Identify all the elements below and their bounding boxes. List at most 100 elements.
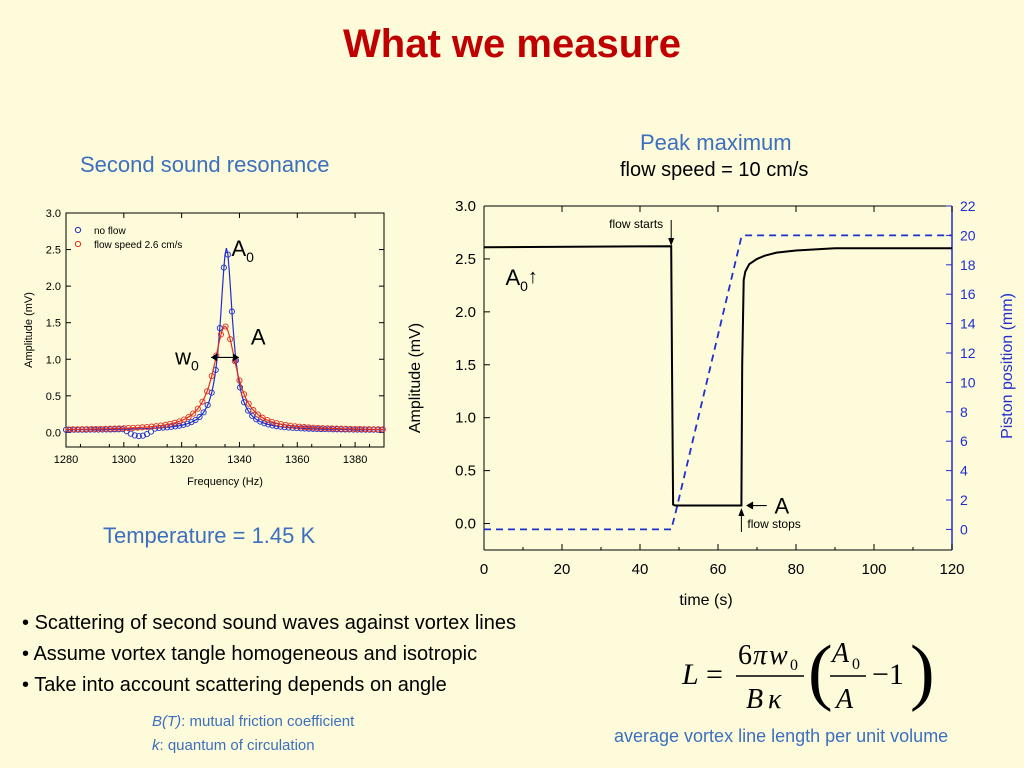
x-tick-label: 40: [632, 561, 649, 578]
flow-data-point: [74, 426, 81, 433]
flow-data-point: [324, 425, 331, 432]
y-tick-label: 2.5: [46, 245, 61, 257]
y2-tick-label: 8: [960, 404, 968, 420]
a0-label-arrow: ↑: [528, 266, 538, 288]
no-flow-data-point: [204, 402, 211, 409]
definition-quantum: k: quantum of circulation: [152, 737, 315, 754]
flow-data-point: [250, 407, 257, 414]
flow-data-point: [245, 400, 252, 407]
y2-tick-label: 16: [960, 286, 976, 302]
no-flow-data-point: [192, 416, 199, 424]
legend-label: no flow: [94, 226, 126, 237]
y-tick-label: 2.0: [46, 281, 61, 293]
no-flow-data-point: [176, 422, 183, 429]
flow-data-point: [278, 421, 285, 428]
y-tick-label: 0.5: [46, 391, 61, 403]
definitions: B(T): mutual friction coefficient k: qua…: [152, 710, 354, 758]
y2-tick-label: 10: [960, 374, 976, 390]
bullet-item: Scattering of second sound waves against…: [22, 608, 516, 639]
y-tick-label: 1.0: [46, 354, 61, 366]
flow-data-point: [347, 425, 354, 432]
y-tick-label: 2.5: [455, 251, 476, 268]
slide-title: What we measure: [343, 22, 681, 66]
y-tick-label: 2.0: [455, 304, 476, 321]
flow-data-point: [241, 391, 248, 398]
y2-tick-label: 6: [960, 433, 968, 449]
x-tick-label: 60: [710, 561, 727, 578]
x-tick-label: 1300: [112, 454, 136, 466]
no-flow-data-point: [196, 413, 203, 421]
no-flow-data-point: [249, 412, 256, 419]
flow-starts-label: flow starts: [609, 217, 663, 231]
legend-marker: [74, 240, 82, 248]
formula-num-coeff: 6: [738, 640, 752, 671]
bullet-item: Take into account scattering depends on …: [22, 670, 516, 701]
flow-data-point: [301, 424, 308, 431]
no-flow-data-point: [139, 432, 146, 439]
formula-num-w-sub: 0: [790, 657, 798, 674]
flow-fit-curve: [66, 325, 384, 430]
flow-data-point: [254, 411, 262, 418]
flow-stops-arrow-head: [738, 508, 745, 516]
time-trace-chart: 0 20 40 60 80 100 1200.00.51.01.52.02.53.00246…: [407, 198, 1016, 609]
x-axis-label: Frequency (Hz): [187, 476, 263, 488]
formula-paren-right: ): [910, 631, 935, 713]
flow-data-point: [79, 426, 86, 433]
flow-data-point: [305, 424, 312, 431]
x-tick-label: 1340: [227, 454, 251, 466]
no-flow-data-point: [220, 264, 227, 271]
flow-data-point: [157, 422, 164, 429]
flow-data-point: [352, 425, 359, 433]
no-flow-data-point: [313, 425, 320, 432]
x-tick-label: 0: [480, 561, 488, 578]
y2-tick-label: 0: [960, 521, 968, 537]
y-tick-label: 1.0: [455, 410, 476, 427]
formula-equals: =: [706, 658, 723, 691]
peak-label-subscript: 0: [246, 249, 254, 265]
flow-data-point: [93, 425, 100, 433]
formula-num-w: w: [769, 640, 788, 671]
no-flow-data-point: [330, 426, 337, 433]
temperature-label: Temperature = 1.45 K: [103, 523, 316, 548]
y-tick-label: 3.0: [455, 198, 476, 215]
no-flow-fit-curve: [66, 247, 384, 431]
legend-marker: [74, 226, 82, 234]
formula-minus-one: −1: [872, 658, 904, 691]
y-tick-label: 3.0: [46, 208, 61, 220]
flow-data-point: [204, 388, 211, 395]
flow-data-point: [97, 425, 104, 432]
amplitude-label-a: A: [251, 324, 266, 349]
flow-data-point: [139, 424, 146, 431]
y-tick-label: 1.5: [455, 357, 476, 374]
y-axis-label: Amplitude (mV): [407, 323, 424, 433]
y-tick-label: 0.0: [455, 516, 476, 533]
y2-axis-label: Piston position (mm): [999, 293, 1016, 439]
flow-data-point: [227, 336, 234, 343]
flow-data-point: [153, 423, 160, 430]
no-flow-data-point: [293, 425, 300, 432]
flow-data-point: [236, 377, 243, 384]
left-heading: Second sound resonance: [80, 152, 330, 177]
formula-caption: average vortex line length per unit volu…: [614, 726, 949, 746]
no-flow-data-point: [228, 308, 235, 315]
flow-data-point: [125, 425, 132, 432]
formula-lhs: L: [681, 658, 699, 691]
a-arrow-head: [746, 501, 754, 510]
flow-data-point: [217, 331, 225, 338]
flow-data-point: [162, 421, 169, 428]
flow-data-point: [143, 423, 150, 431]
flow-data-point: [194, 405, 201, 412]
flow-data-point: [116, 425, 123, 432]
flow-stops-label: flow stops: [747, 517, 800, 531]
no-flow-data-point: [236, 384, 244, 391]
flow-starts-arrow-head: [668, 238, 675, 246]
y2-tick-label: 18: [960, 257, 976, 273]
no-flow-data-point: [224, 251, 231, 258]
y-tick-label: 1.5: [46, 318, 61, 330]
no-flow-data-point: [216, 324, 223, 332]
flow-data-point: [111, 425, 118, 432]
formula-inner-num-sub: 0: [852, 656, 860, 673]
flow-data-point: [375, 426, 382, 433]
flow-data-point: [370, 426, 377, 433]
formula-paren-left: (: [808, 631, 833, 713]
